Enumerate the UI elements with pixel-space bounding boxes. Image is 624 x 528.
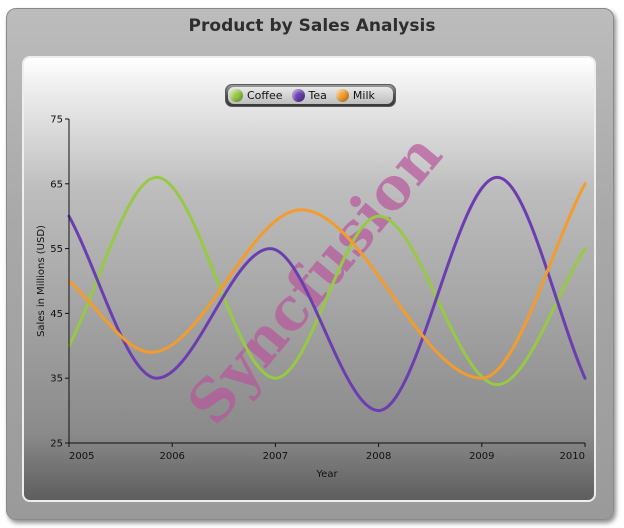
series-line-coffee (67, 175, 587, 387)
legend-label-tea: Tea (308, 89, 327, 102)
x-tick-label: 2007 (263, 451, 288, 462)
y-tick-label: 55 (50, 244, 63, 255)
series-layer (67, 175, 587, 413)
legend: Coffee Tea Milk (225, 84, 396, 107)
legend-swatch-tea (291, 89, 305, 102)
x-tick-label: 2010 (560, 451, 585, 462)
legend-item-milk[interactable]: Milk (335, 89, 375, 102)
legend-swatch-coffee (230, 89, 243, 102)
x-tick-label: 2009 (469, 451, 494, 462)
legend-item-tea[interactable]: Tea (291, 89, 327, 102)
plot-panel (22, 56, 596, 502)
y-axis-title: Sales in Millions (USD) (36, 225, 47, 337)
chart-title: Product by Sales Analysis (188, 16, 436, 36)
legend-label-coffee: Coffee (247, 89, 283, 102)
x-tick-label: 2005 (69, 451, 94, 462)
legend-label-milk: Milk (352, 89, 375, 102)
y-tick-label: 45 (50, 309, 63, 320)
legend-background (228, 87, 393, 104)
axes-layer (68, 119, 585, 444)
legend-item-coffee[interactable]: Coffee (230, 89, 283, 102)
legend-swatch-milk (335, 89, 349, 102)
y-tick-label: 75 (50, 115, 63, 126)
y-ticks: 25 35 45 55 65 75 (50, 115, 69, 450)
x-ticks: 2005 2006 2007 2008 2009 2010 (68, 443, 586, 462)
series-line-milk (67, 182, 587, 380)
series-line-tea (67, 175, 587, 413)
y-tick-label: 25 (50, 439, 63, 450)
y-tick-label: 35 (50, 374, 63, 385)
x-tick-label: 2008 (366, 451, 391, 462)
x-axis-title: Year (315, 469, 338, 480)
x-tick-label: 2006 (159, 451, 184, 462)
y-tick-label: 65 (50, 179, 63, 190)
